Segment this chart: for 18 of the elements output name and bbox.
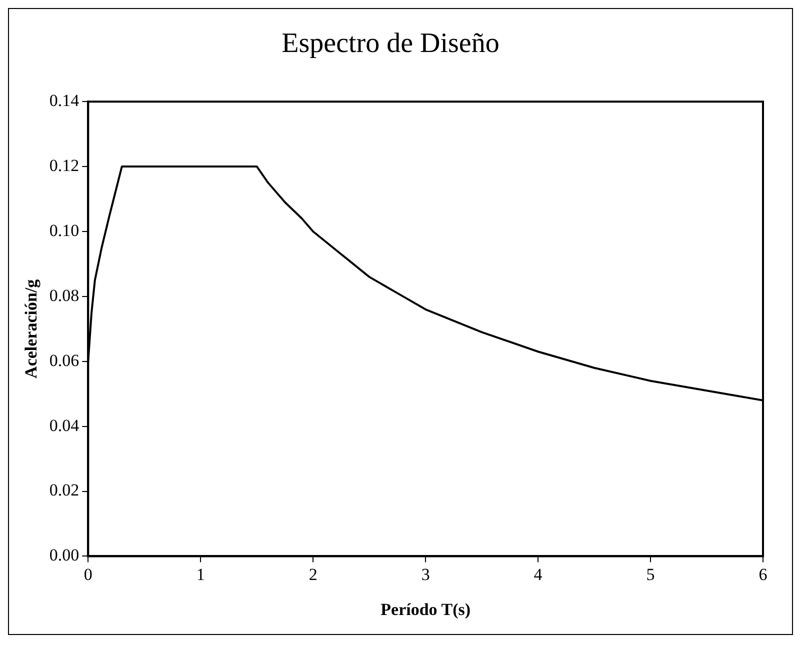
x-tick-label: 5 [646,564,655,584]
y-tick-label: 0.14 [49,91,80,110]
x-tick-label: 2 [308,564,318,584]
x-axis-title: Período T(s) [380,600,471,620]
x-tick-label: 4 [534,564,543,584]
y-tick-label: 0.04 [49,416,80,435]
x-tick-label: 1 [196,564,205,584]
y-tick-label: 0.02 [49,480,80,500]
x-tick-label: 6 [758,564,768,584]
y-tick-label: 0.00 [49,546,80,565]
y-tick-label: 0.10 [49,220,80,240]
y-tick-label: 0.06 [49,350,80,370]
x-tick-label: 0 [84,564,92,584]
y-tick-label: 0.08 [49,286,80,305]
y-axis-title: Aceleración/g [22,278,41,378]
chart-title: Espectro de Diseño [282,28,500,60]
y-tick-label: 0.12 [49,156,80,176]
x-tick-label: 3 [421,564,430,584]
